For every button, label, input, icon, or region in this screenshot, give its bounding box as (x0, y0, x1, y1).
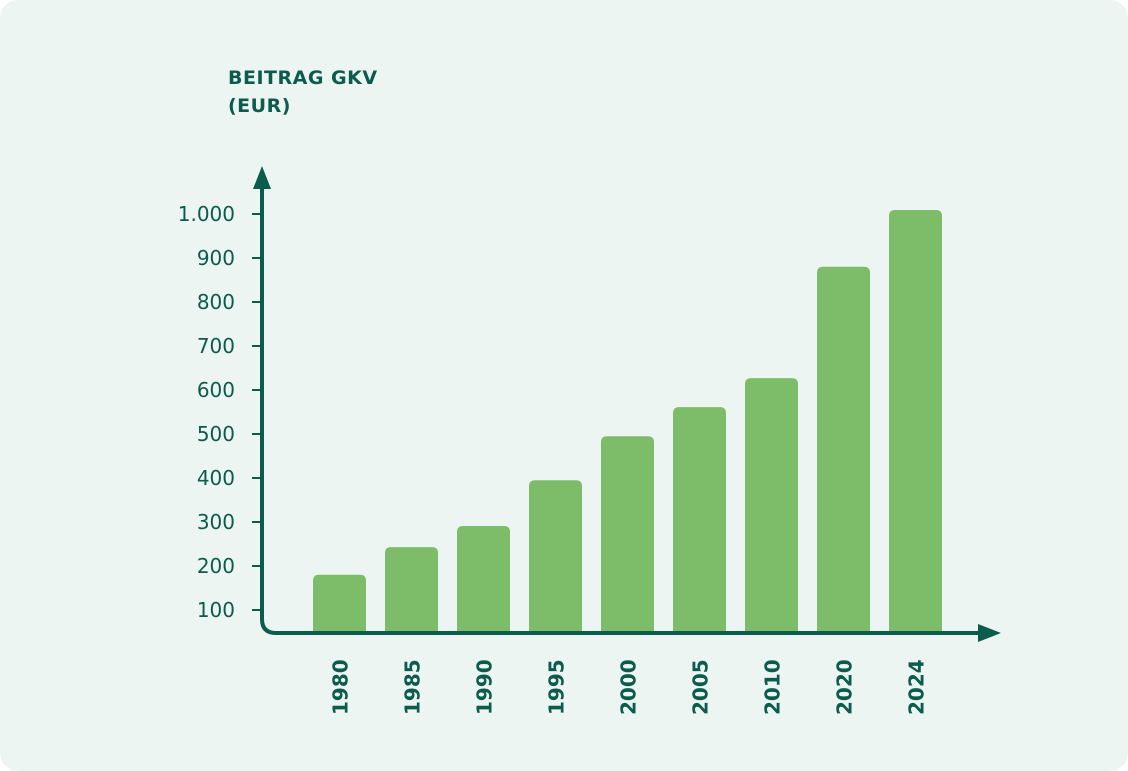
x-tick-label-1995: 1995 (545, 659, 569, 715)
y-tick-label-700: 700 (197, 334, 235, 358)
y-axis-title: BEITRAG GKV (EUR) (228, 64, 378, 120)
x-tick-label-2020: 2020 (833, 659, 857, 715)
x-tick-label-2024: 2024 (905, 659, 929, 715)
y-tick-label-300: 300 (197, 510, 235, 534)
bar-2005 (673, 407, 726, 633)
y-tick-label-400: 400 (197, 466, 235, 490)
x-tick-label-1985: 1985 (401, 659, 425, 715)
x-tick-label-2005: 2005 (689, 659, 713, 715)
y-tick-label-800: 800 (197, 290, 235, 314)
y-axis-arrow-icon (253, 166, 271, 189)
bar-2024 (889, 210, 942, 634)
x-tick-label-2010: 2010 (761, 659, 785, 715)
axes-line (260, 185, 985, 635)
y-axis-title-line-1: BEITRAG GKV (228, 67, 378, 89)
y-tick-label-1000: 1.000 (178, 202, 235, 226)
bar-1980 (313, 574, 366, 633)
x-tick-label-1980: 1980 (329, 659, 353, 715)
x-tick-label-2000: 2000 (617, 659, 641, 715)
y-tick-label-200: 200 (197, 554, 235, 578)
bar-2000 (601, 436, 654, 633)
y-axis-title-line-2: (EUR) (228, 95, 291, 117)
y-tick-label-500: 500 (197, 422, 235, 446)
bar-1990 (457, 525, 510, 633)
bar-2020 (817, 266, 870, 633)
bar-2010 (745, 378, 798, 633)
y-tick-label-900: 900 (197, 246, 235, 270)
y-tick-label-100: 100 (197, 598, 235, 622)
bar-1995 (529, 480, 582, 633)
bar-1985 (385, 547, 438, 633)
x-tick-label-1990: 1990 (473, 659, 497, 715)
x-axis-arrow-icon (978, 624, 1001, 642)
y-tick-label-600: 600 (197, 378, 235, 402)
